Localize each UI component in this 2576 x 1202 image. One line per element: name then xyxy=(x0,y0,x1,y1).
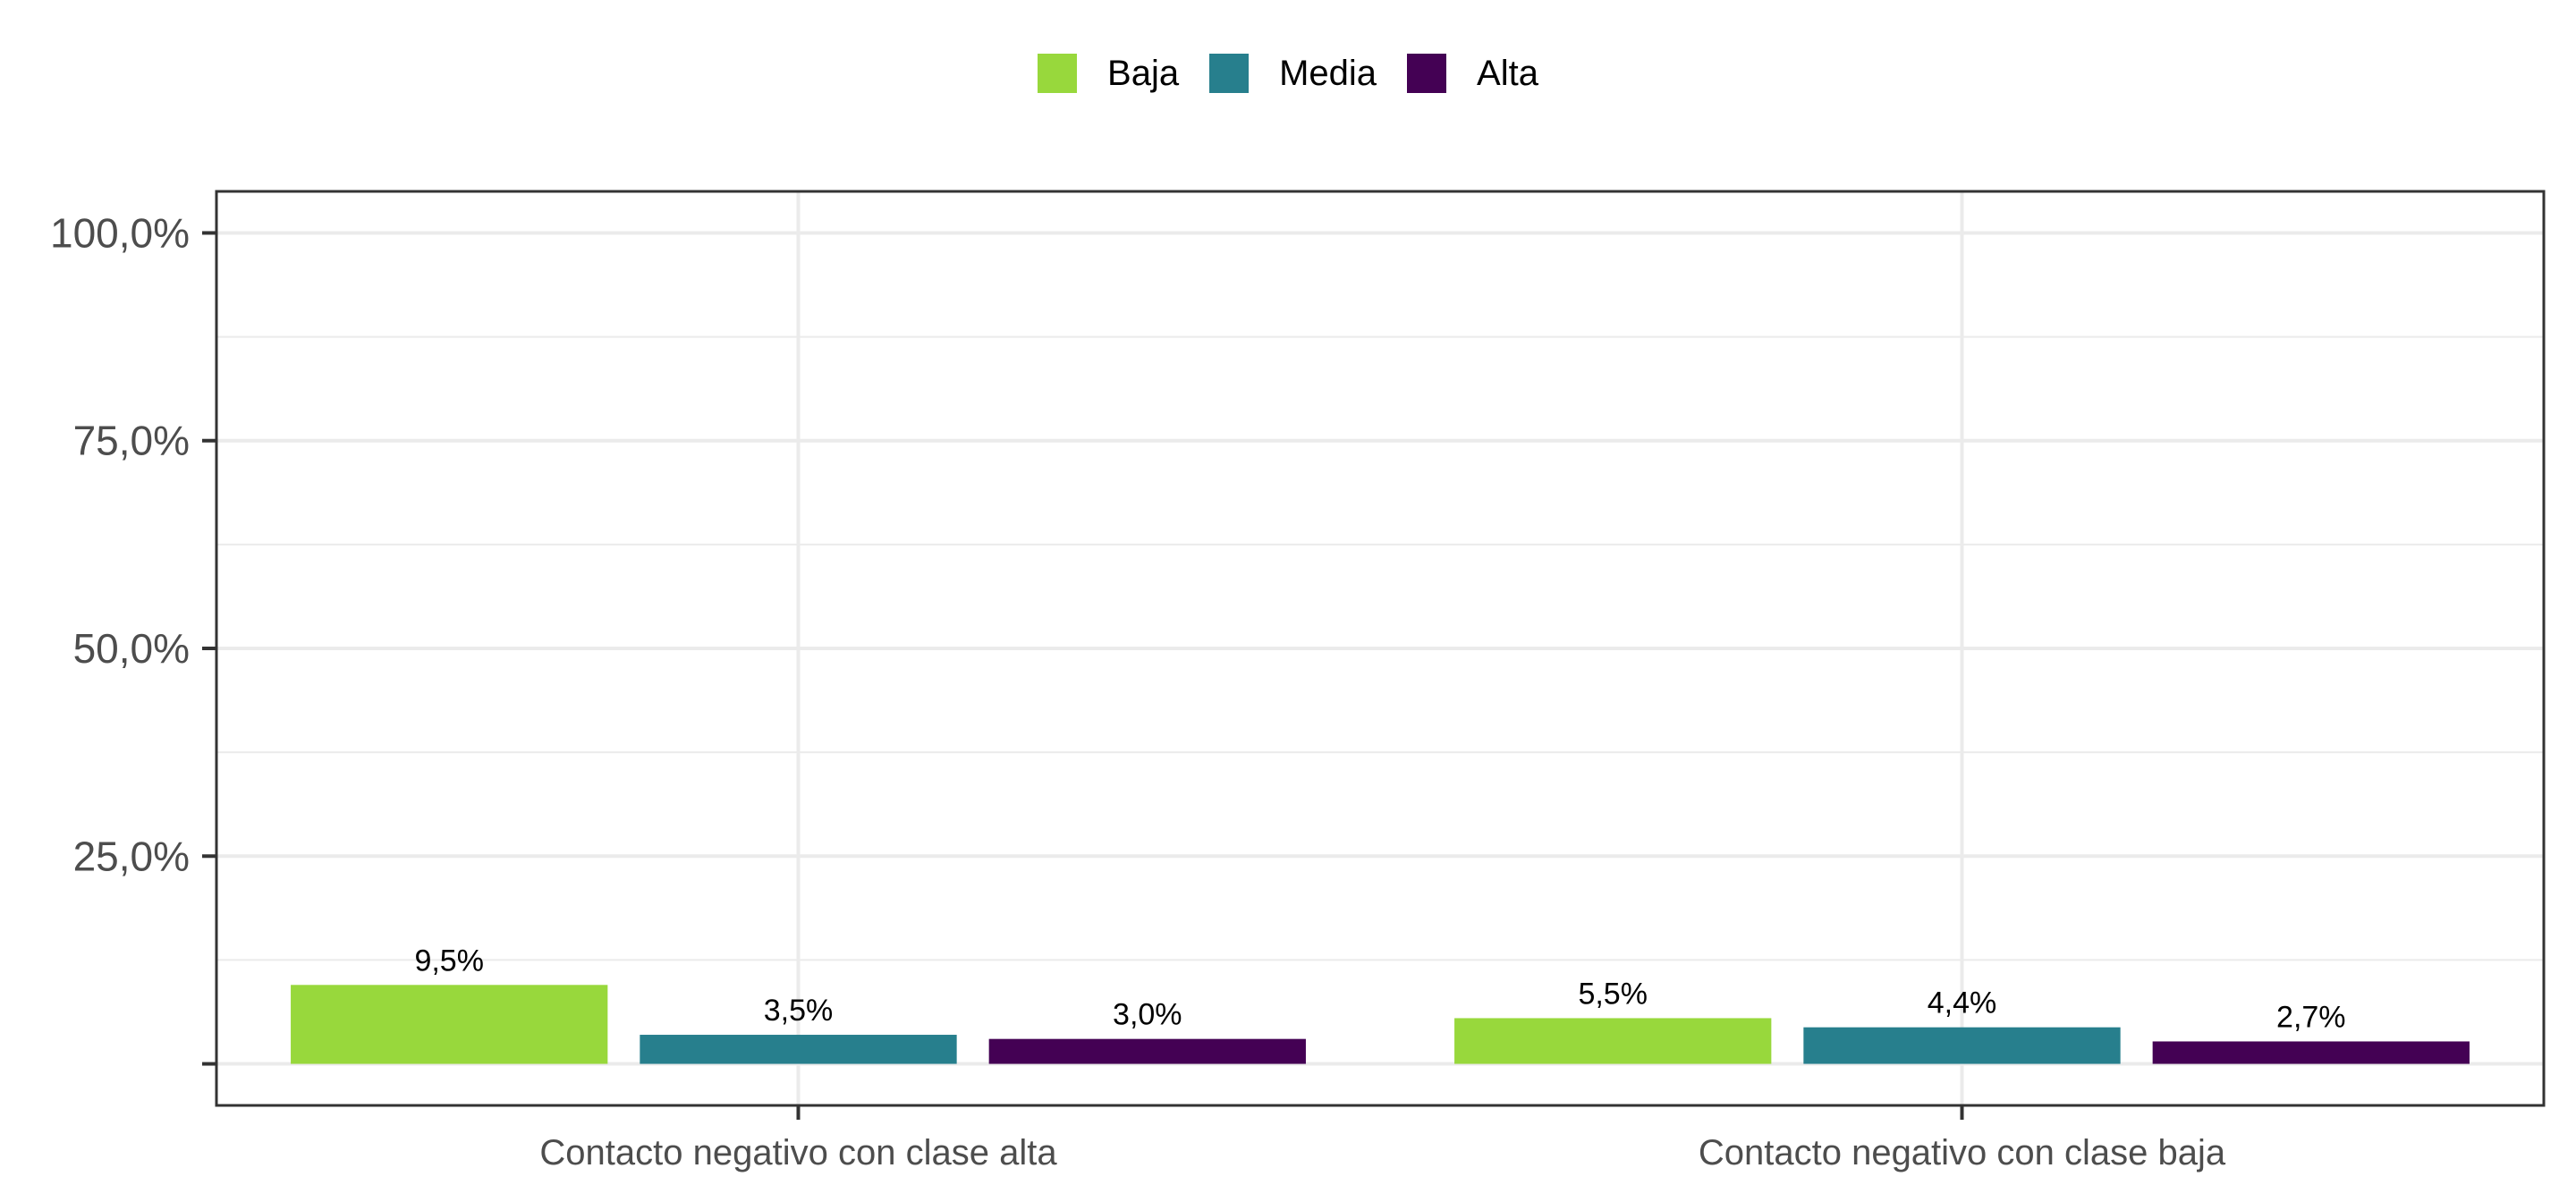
y-tick-label: 50,0% xyxy=(73,625,190,672)
bar-alta xyxy=(2152,1041,2470,1064)
legend-swatch-baja xyxy=(1038,54,1078,93)
legend-label-alta: Alta xyxy=(1477,54,1538,93)
y-tick-label: 75,0% xyxy=(73,418,190,464)
legend-item-media: Media xyxy=(1209,54,1377,93)
legend-label-baja: Baja xyxy=(1107,54,1180,93)
legend-item-alta: Alta xyxy=(1407,54,1538,93)
bar-media xyxy=(640,1035,957,1064)
x-tick-label: Contacto negativo con clase baja xyxy=(1699,1133,2226,1172)
y-tick-label: 100,0% xyxy=(50,209,190,256)
bar-alta xyxy=(988,1038,1306,1064)
data-label: 2,7% xyxy=(2276,1000,2346,1034)
bar-media xyxy=(1803,1027,2121,1064)
x-tick-label: Contacto negativo con clase alta xyxy=(539,1133,1057,1172)
legend: Baja Media Alta xyxy=(0,54,2576,93)
bar-baja xyxy=(1454,1018,1772,1064)
data-label: 9,5% xyxy=(414,944,484,978)
legend-label-media: Media xyxy=(1279,54,1377,93)
y-tick-label: 25,0% xyxy=(73,833,190,879)
legend-swatch-alta xyxy=(1407,54,1447,93)
data-label: 3,5% xyxy=(764,994,834,1028)
data-label: 5,5% xyxy=(1578,977,1648,1011)
legend-swatch-media xyxy=(1209,54,1250,93)
data-label: 3,0% xyxy=(1113,998,1182,1032)
legend-item-baja: Baja xyxy=(1038,54,1179,93)
data-label: 4,4% xyxy=(1928,986,1997,1020)
bar-baja xyxy=(291,985,608,1064)
